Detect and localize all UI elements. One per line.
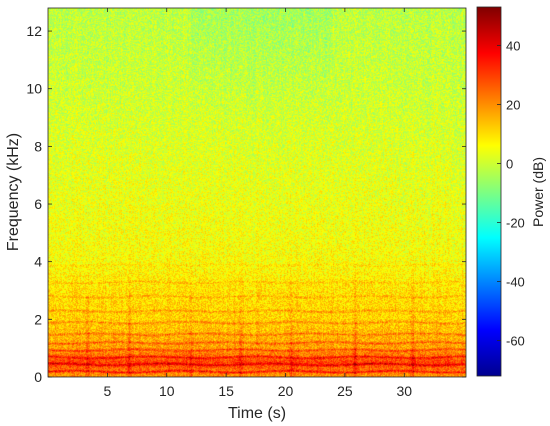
y-tick-label: 8 — [34, 138, 42, 154]
colorbar-ticks: -60 -40 -20 0 20 40 — [497, 38, 525, 349]
plot-frame — [47, 7, 467, 378]
y-tick-label: 0 — [34, 369, 42, 385]
colorbar-label: Power (dB) — [530, 157, 546, 227]
y-tick-label: 2 — [34, 311, 42, 327]
x-tick-label: 5 — [103, 383, 111, 399]
colorbar-tick-label: -60 — [506, 334, 525, 349]
spectrogram-plot-area — [47, 7, 467, 378]
x-tick-label: 25 — [337, 383, 353, 399]
x-tick-label: 15 — [218, 383, 234, 399]
x-tick-label: 10 — [159, 383, 175, 399]
y-axis-label: Frequency (kHz) — [5, 133, 22, 251]
y-axis-ticks: 0 2 4 6 8 10 12 — [26, 23, 466, 385]
x-tick-label: 30 — [396, 383, 412, 399]
y-tick-label: 12 — [26, 23, 42, 39]
colorbar: -60 -40 -20 0 20 40 Power (dB) — [476, 6, 546, 377]
y-tick-label: 6 — [34, 196, 42, 212]
colorbar-tick-label: -40 — [506, 275, 525, 290]
y-tick-label: 10 — [26, 81, 42, 97]
colorbar-tick-label: 40 — [506, 38, 520, 53]
colorbar-tick-label: 0 — [506, 156, 513, 171]
x-tick-label: 20 — [278, 383, 294, 399]
x-axis-label: Time (s) — [228, 405, 286, 422]
colorbar-tick-label: 20 — [506, 97, 520, 112]
colorbar-gradient — [476, 6, 502, 377]
y-tick-label: 4 — [34, 254, 42, 270]
spectrogram-image — [48, 8, 466, 377]
x-axis-ticks: 5 10 15 20 25 30 — [103, 8, 412, 399]
colorbar-tick-label: -20 — [506, 215, 525, 230]
